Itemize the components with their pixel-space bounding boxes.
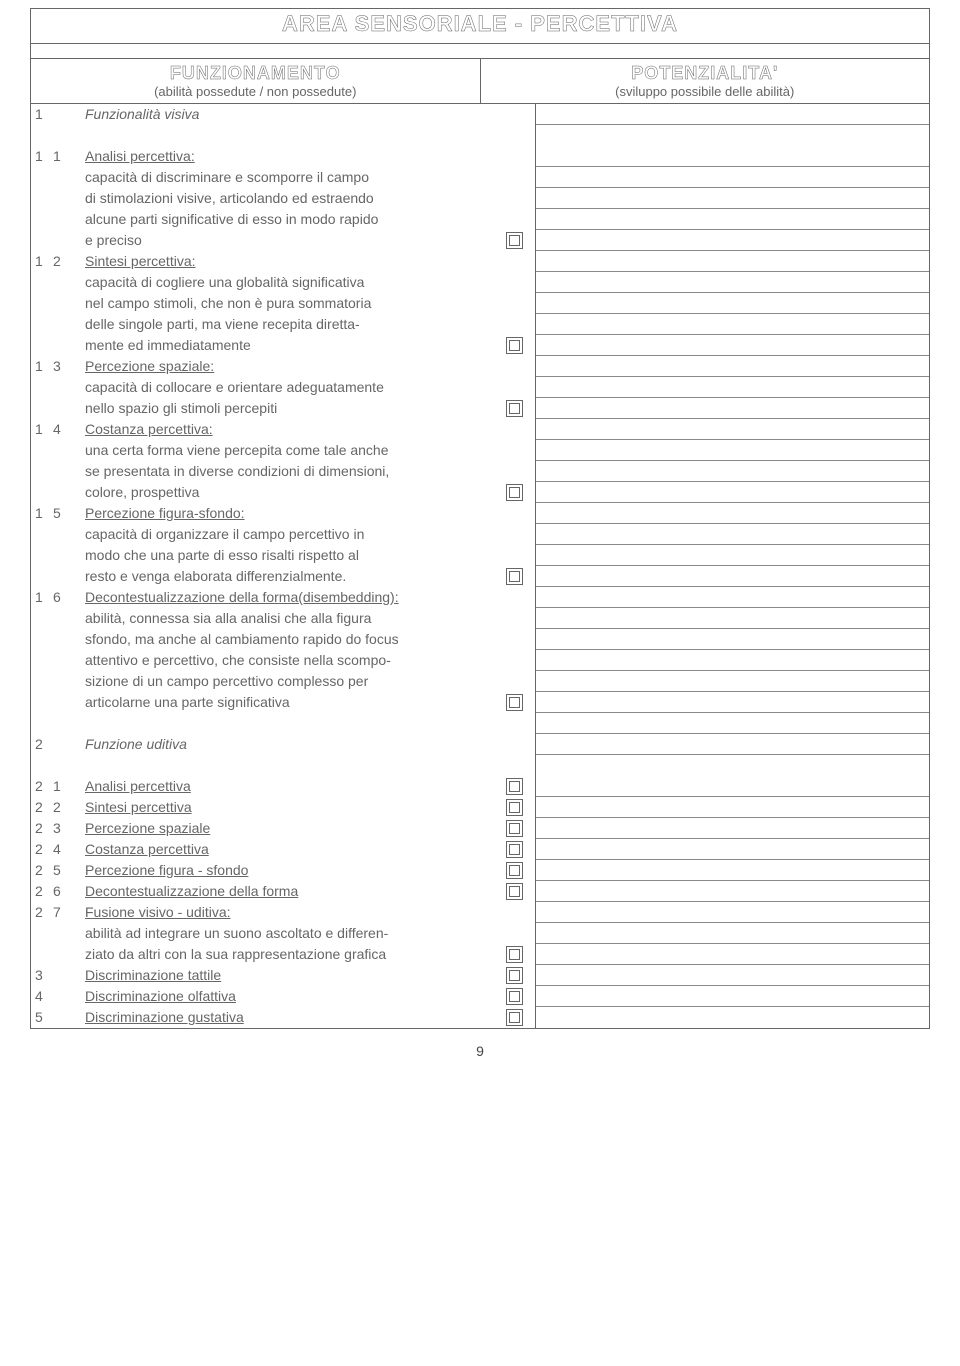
- section-row: 2 Funzione uditiva: [31, 734, 535, 755]
- item-title: Analisi percettiva:: [85, 146, 535, 167]
- item-title: Percezione figura - sfondo: [85, 860, 535, 881]
- section-num: 2: [31, 734, 53, 755]
- checkbox[interactable]: [506, 820, 523, 837]
- item-title: Costanza percettiva:: [85, 419, 535, 440]
- section-title: Funzionalità visiva: [85, 104, 535, 125]
- checkbox[interactable]: [506, 337, 523, 354]
- checkbox[interactable]: [506, 484, 523, 501]
- right-header-sub: (sviluppo possibile delle abilità): [481, 84, 930, 99]
- checkbox[interactable]: [506, 862, 523, 879]
- checkbox[interactable]: [506, 988, 523, 1005]
- item-title: Discriminazione olfattiva: [85, 986, 535, 1007]
- checkbox[interactable]: [506, 694, 523, 711]
- item-title: Discriminazione gustativa: [85, 1007, 535, 1028]
- item-title: Percezione figura-sfondo:: [85, 503, 535, 524]
- content-area: 1 Funzionalità visiva 11Analisi percetti…: [31, 104, 929, 1028]
- document-frame: AREA SENSORIALE - PERCETTIVA FUNZIONAMEN…: [30, 8, 930, 1029]
- item-title: Percezione spaziale:: [85, 356, 535, 377]
- left-header-title: FUNZIONAMENTO: [31, 63, 480, 84]
- section-num: 1: [31, 104, 53, 125]
- left-column: 1 Funzionalità visiva 11Analisi percetti…: [31, 104, 536, 1028]
- checkbox[interactable]: [506, 778, 523, 795]
- checkbox[interactable]: [506, 967, 523, 984]
- checkbox[interactable]: [506, 232, 523, 249]
- checkbox[interactable]: [506, 799, 523, 816]
- checkbox[interactable]: [506, 883, 523, 900]
- left-header: FUNZIONAMENTO (abilità possedute / non p…: [31, 59, 481, 103]
- right-column: [536, 104, 929, 1028]
- right-header: POTENZIALITA' (sviluppo possibile delle …: [481, 59, 930, 103]
- spacer-band: [31, 43, 929, 59]
- item-title: Fusione visivo - uditiva:: [85, 902, 535, 923]
- item-title: Decontestualizzazione della forma: [85, 881, 535, 902]
- checkbox[interactable]: [506, 400, 523, 417]
- item-title: Costanza percettiva: [85, 839, 535, 860]
- checkbox[interactable]: [506, 1009, 523, 1026]
- page-number: 9: [30, 1043, 930, 1059]
- item-title: Sintesi percettiva:: [85, 251, 535, 272]
- checkbox[interactable]: [506, 841, 523, 858]
- item-title: Analisi percettiva: [85, 776, 535, 797]
- checkbox[interactable]: [506, 568, 523, 585]
- item-title: Discriminazione tattile: [85, 965, 535, 986]
- item-title: Percezione spaziale: [85, 818, 535, 839]
- main-title: AREA SENSORIALE - PERCETTIVA: [31, 9, 929, 43]
- section-title: Funzione uditiva: [85, 734, 535, 755]
- right-header-title: POTENZIALITA': [481, 63, 930, 84]
- item-title: Sintesi percettiva: [85, 797, 535, 818]
- checkbox[interactable]: [506, 946, 523, 963]
- left-header-sub: (abilità possedute / non possedute): [31, 84, 480, 99]
- item-title: Decontestualizzazione della forma(disemb…: [85, 587, 535, 608]
- section-row: 1 Funzionalità visiva: [31, 104, 535, 125]
- columns-header: FUNZIONAMENTO (abilità possedute / non p…: [31, 59, 929, 104]
